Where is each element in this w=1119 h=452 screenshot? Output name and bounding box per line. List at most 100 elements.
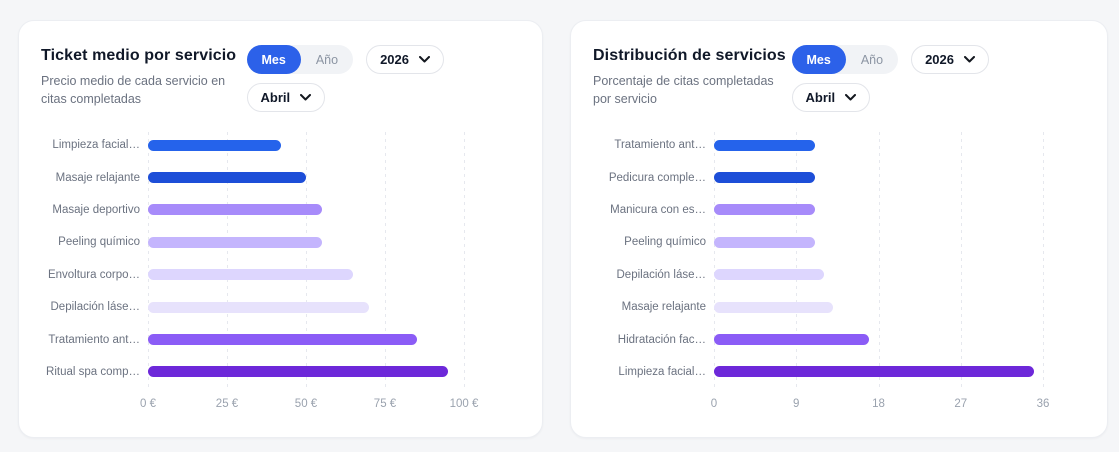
bar (148, 236, 322, 248)
card-heading: Ticket medio por servicio Precio medio d… (41, 45, 247, 108)
month-value: Abril (260, 90, 291, 105)
bar (714, 172, 815, 184)
card-title: Distribución de servicios (593, 47, 786, 64)
bar-chart-ticket-medio: Limpieza facial… Masaje relajante Masaje d… (41, 129, 520, 414)
category-label: Hidratación fac… (617, 333, 706, 346)
bar-row (714, 194, 1043, 226)
card-title: Ticket medio por servicio (41, 47, 237, 64)
bar (714, 204, 815, 216)
gridline (227, 132, 228, 391)
period-toggle: Mes Año (246, 45, 354, 74)
dashboard-page: Ticket medio por servicio Precio medio d… (18, 20, 1108, 438)
controls-row-1: Mes Año 2026 (791, 45, 989, 74)
period-option-mes[interactable]: Mes (246, 45, 301, 74)
category-label: Peeling químico (624, 236, 706, 249)
gridline (306, 132, 307, 391)
chevron-down-icon (419, 56, 430, 63)
card-header: Distribución de servicios Porcentaje de … (593, 45, 1085, 112)
x-axis: 0 9 18 27 36 (710, 388, 1050, 414)
bar-row (148, 161, 464, 193)
bar-row (714, 226, 1043, 258)
controls-row-2: Abril (246, 83, 445, 112)
chevron-down-icon (300, 94, 312, 101)
x-tick-label: 36 (1036, 398, 1050, 411)
bar (148, 269, 354, 281)
chevron-down-icon (964, 56, 975, 63)
bar-row (148, 291, 464, 323)
x-tick-label: 18 (872, 398, 885, 411)
plot-area: 0 9 18 27 36 (710, 129, 1050, 414)
bar (714, 139, 815, 151)
x-axis: 0 € 25 € 50 € 75 € 100 € (140, 388, 478, 414)
bar (714, 236, 815, 248)
bar-row (148, 259, 464, 291)
x-tick-label: 50 € (294, 398, 318, 411)
gridline (385, 132, 386, 391)
period-toggle: Mes Año (791, 45, 899, 74)
bar-row (148, 194, 464, 226)
period-option-mes[interactable]: Mes (791, 45, 846, 74)
category-label: Tratamiento ant… (614, 139, 706, 152)
category-label: Ritual spa comp… (46, 365, 140, 378)
bar-row (148, 129, 464, 161)
period-option-ano[interactable]: Año (301, 45, 353, 74)
category-label: Peeling químico (58, 236, 140, 249)
year-value: 2026 (925, 52, 954, 67)
bar-row (714, 356, 1043, 388)
bar (148, 172, 306, 184)
bar-row (148, 226, 464, 258)
category-label: Tratamiento ant… (48, 333, 140, 346)
x-tick-label: 0 € (140, 398, 156, 411)
chevron-down-icon (845, 94, 857, 101)
bar-row (714, 323, 1043, 355)
category-label: Masaje relajante (55, 171, 140, 184)
category-labels: Tratamiento ant… Pedicura comple… Manicura… (593, 129, 714, 414)
bar-row (148, 323, 464, 355)
card-subtitle: Precio medio de cada servicio en citas c… (41, 74, 226, 107)
bar (148, 301, 370, 313)
card-ticket-medio: Ticket medio por servicio Precio medio d… (18, 20, 543, 438)
bar-row (714, 259, 1043, 291)
bar-row (714, 161, 1043, 193)
category-label: Limpieza facial… (618, 365, 706, 378)
card-heading: Distribución de servicios Porcentaje de … (593, 45, 792, 108)
month-value: Abril (805, 90, 836, 105)
category-label: Masaje relajante (621, 301, 706, 314)
gridline (1043, 132, 1044, 391)
bar (148, 366, 449, 378)
x-tick-label: 25 € (215, 398, 239, 411)
month-select[interactable]: Abril (246, 83, 326, 112)
year-select[interactable]: 2026 (366, 45, 444, 74)
x-tick-label: 75 € (373, 398, 397, 411)
period-option-ano[interactable]: Año (846, 45, 898, 74)
bar (148, 334, 417, 346)
category-label: Masaje deportivo (52, 203, 140, 216)
year-value: 2026 (380, 52, 409, 67)
gridline (714, 132, 715, 391)
category-label: Pedicura comple… (608, 171, 706, 184)
x-tick-label: 0 (710, 398, 718, 411)
bar-row (148, 356, 464, 388)
gridline (878, 132, 880, 391)
card-controls: Mes Año 2026 Abril (791, 45, 989, 112)
month-select[interactable]: Abril (791, 83, 871, 112)
category-labels: Limpieza facial… Masaje relajante Masaje d… (41, 129, 148, 414)
card-subtitle: Porcentaje de citas completadas por serv… (593, 74, 774, 107)
gridline (464, 132, 465, 391)
category-label: Limpieza facial… (52, 139, 140, 152)
x-tick-label: 27 (954, 398, 968, 411)
card-controls: Mes Año 2026 Abril (246, 45, 445, 112)
bar (714, 269, 824, 281)
category-label: Depilación láse… (616, 268, 707, 281)
bar (714, 366, 1034, 378)
plot-area: 0 € 25 € 50 € 75 € 100 € (140, 129, 478, 414)
year-select[interactable]: 2026 (911, 45, 989, 74)
bar-row (714, 129, 1043, 161)
category-label: Depilación láse… (50, 301, 141, 314)
x-tick-label: 100 € (449, 398, 479, 411)
category-label: Manicura con es… (610, 203, 706, 216)
x-tick-label: 9 (793, 398, 800, 411)
card-header: Ticket medio por servicio Precio medio d… (41, 45, 520, 112)
category-label: Envoltura corpo… (47, 268, 140, 281)
bar-chart-distribucion: Tratamiento ant… Pedicura comple… Manicura… (593, 129, 1085, 414)
